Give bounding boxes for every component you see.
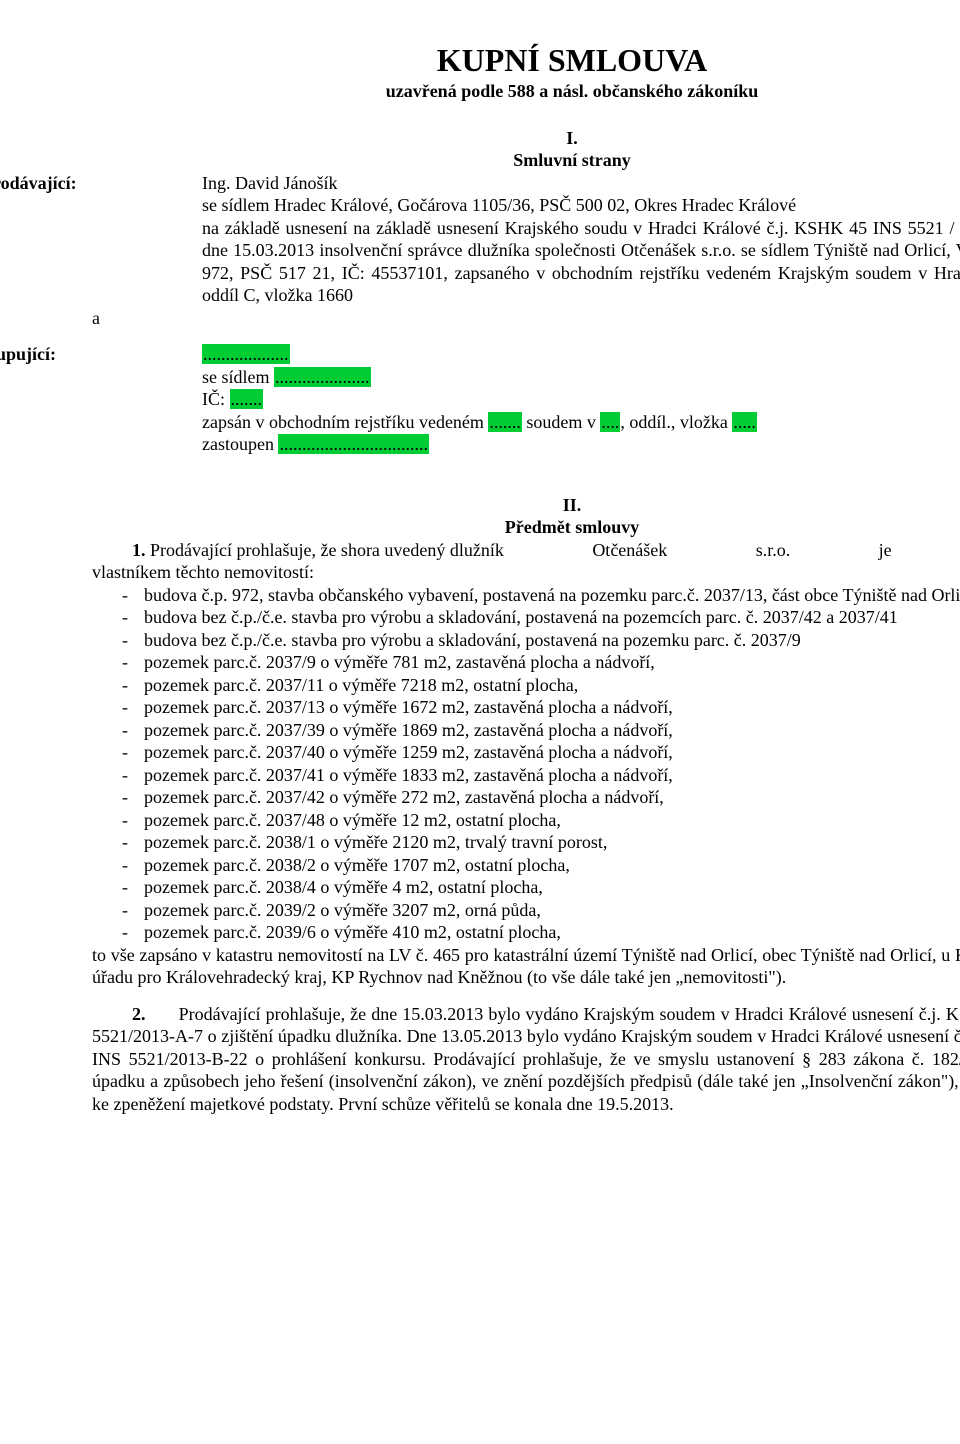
property-list-item: pozemek parc.č. 2037/41 o výměře 1833 m2… — [92, 764, 960, 787]
buyer-line-3: IČ: ....... — [92, 388, 960, 411]
seller-name: Ing. David Jánošík — [202, 173, 337, 193]
section-2-para-1-closing: to vše zapsáno v katastru nemovitostí na… — [92, 944, 960, 989]
section-2-numeral: II. — [92, 494, 960, 517]
property-list-item: pozemek parc.č. 2038/4 o výměře 4 m2, os… — [92, 876, 960, 899]
para1-sro: s.r.o. — [756, 539, 791, 562]
buyer-reg-hl3: ..... — [732, 412, 757, 432]
para1-company: Otčenášek — [592, 539, 667, 562]
para1-lead-text: Prodávající prohlašuje, že shora uvedený… — [150, 540, 504, 560]
buyer-reg-mid1: soudem v — [522, 412, 601, 432]
property-list-item: pozemek parc.č. 2038/1 o výměře 2120 m2,… — [92, 831, 960, 854]
buyer-reg-hl2: .... — [600, 412, 620, 432]
seller-label: Prodávající: — [92, 172, 202, 195]
buyer-ic-prefix: IČ: — [202, 389, 230, 409]
section-1-numeral: I. — [92, 127, 960, 150]
buyer-rep-placeholder: ................................. — [278, 434, 429, 454]
section-2-para-1-line-2: vlastníkem těchto nemovitostí: — [92, 561, 960, 584]
property-list-item: pozemek parc.č. 2037/48 o výměře 12 m2, … — [92, 809, 960, 832]
buyer-reg-prefix: zapsán v obchodním rejstříku vedeném — [202, 412, 488, 432]
buyer-reg-mid2: , oddíl., vložka — [620, 412, 732, 432]
para1-je: je — [879, 539, 892, 562]
para2-num: 2. — [132, 1004, 146, 1024]
document-title: KUPNÍ SMLOUVA — [92, 40, 960, 80]
buyer-name-placeholder: ................... — [202, 344, 290, 364]
seller-line-3: na základě usnesení na základě usnesení … — [92, 217, 960, 307]
buyer-ic-placeholder: ....... — [230, 389, 264, 409]
property-list-item: pozemek parc.č. 2037/13 o výměře 1672 m2… — [92, 696, 960, 719]
section-2-para-1-line-1: 1. Prodávající prohlašuje, že shora uved… — [92, 539, 960, 562]
buyer-seat-placeholder: ..................... — [274, 367, 371, 387]
property-list-item: pozemek parc.č. 2039/2 o výměře 3207 m2,… — [92, 899, 960, 922]
property-list-item: pozemek parc.č. 2038/2 o výměře 1707 m2,… — [92, 854, 960, 877]
property-list-item: pozemek parc.č. 2037/9 o výměře 781 m2, … — [92, 651, 960, 674]
section-2-para-2: 2. Prodávající prohlašuje, že dne 15.03.… — [92, 1003, 960, 1116]
seller-block: Prodávající:Ing. David Jánošík — [92, 172, 960, 195]
property-list-item: pozemek parc.č. 2039/6 o výměře 410 m2, … — [92, 921, 960, 944]
conjunction-and: a — [92, 307, 960, 330]
section-2-heading: Předmět smlouvy — [92, 516, 960, 539]
buyer-line-5: zastoupen ..............................… — [92, 433, 960, 456]
seller-line-2: se sídlem Hradec Králové, Gočárova 1105/… — [92, 194, 960, 217]
buyer-line-4: zapsán v obchodním rejstříku vedeném ...… — [92, 411, 960, 434]
property-list: budova č.p. 972, stavba občanského vybav… — [92, 584, 960, 944]
property-list-item: budova č.p. 972, stavba občanského vybav… — [92, 584, 960, 607]
property-list-item: pozemek parc.č. 2037/42 o výměře 272 m2,… — [92, 786, 960, 809]
property-list-item: pozemek parc.č. 2037/39 o výměře 1869 m2… — [92, 719, 960, 742]
buyer-reg-hl1: ....... — [488, 412, 522, 432]
section-1-heading: Smluvní strany — [92, 149, 960, 172]
property-list-item: pozemek parc.č. 2037/11 o výměře 7218 m2… — [92, 674, 960, 697]
buyer-line-2: se sídlem ..................... — [92, 366, 960, 389]
buyer-label: Kupující: — [92, 343, 202, 366]
document-subtitle: uzavřená podle 588 a násl. občanského zá… — [92, 80, 960, 103]
buyer-rep-prefix: zastoupen — [202, 434, 278, 454]
property-list-item: budova bez č.p./č.e. stavba pro výrobu a… — [92, 606, 960, 629]
para2-text: Prodávající prohlašuje, že dne 15.03.201… — [92, 1004, 960, 1114]
property-list-item: pozemek parc.č. 2037/40 o výměře 1259 m2… — [92, 741, 960, 764]
buyer-seat-prefix: se sídlem — [202, 367, 274, 387]
para1-lead-num: 1. — [132, 540, 146, 560]
property-list-item: budova bez č.p./č.e. stavba pro výrobu a… — [92, 629, 960, 652]
buyer-block: Kupující:................... — [92, 343, 960, 366]
